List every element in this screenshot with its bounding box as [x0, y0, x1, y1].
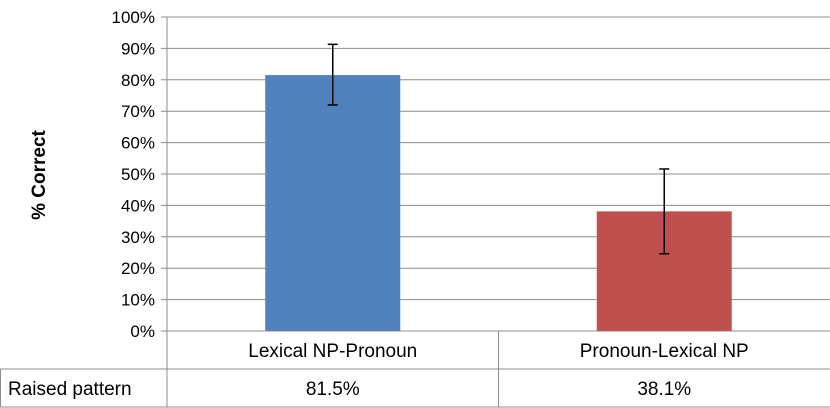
y-tick-label: 30% [121, 228, 155, 247]
y-tick-label: 20% [121, 259, 155, 278]
table-row-label: Raised pattern [8, 379, 132, 400]
y-tick-label: 60% [121, 134, 155, 153]
bars [265, 75, 732, 331]
data-table: Lexical NP-Pronoun 81.5% Pronoun-Lexical N… [0, 331, 830, 408]
y-axis-label: % Correct [29, 129, 50, 219]
y-tick-label: 80% [121, 71, 155, 90]
x-category-label: Lexical NP-Pronoun [248, 341, 417, 362]
table-value-cell: 38.1% [637, 379, 691, 400]
y-tick-label: 100% [112, 8, 155, 27]
y-tick-label: 0% [130, 322, 155, 341]
y-tick-label: 90% [121, 39, 155, 58]
y-tick-label: 40% [121, 196, 155, 215]
error-bars [327, 43, 670, 255]
y-tick-label: 50% [121, 165, 155, 184]
table-value-cell: 81.5% [306, 379, 360, 400]
bar [265, 75, 401, 331]
x-category-label: Pronoun-Lexical NP [580, 341, 749, 362]
y-axis-ticks: 0% 10% 20% 30% 40% 50% 60% 70% 80% 90% 100% [112, 8, 155, 341]
y-tick-label: 70% [121, 102, 155, 121]
y-tick-label: 10% [121, 291, 155, 310]
